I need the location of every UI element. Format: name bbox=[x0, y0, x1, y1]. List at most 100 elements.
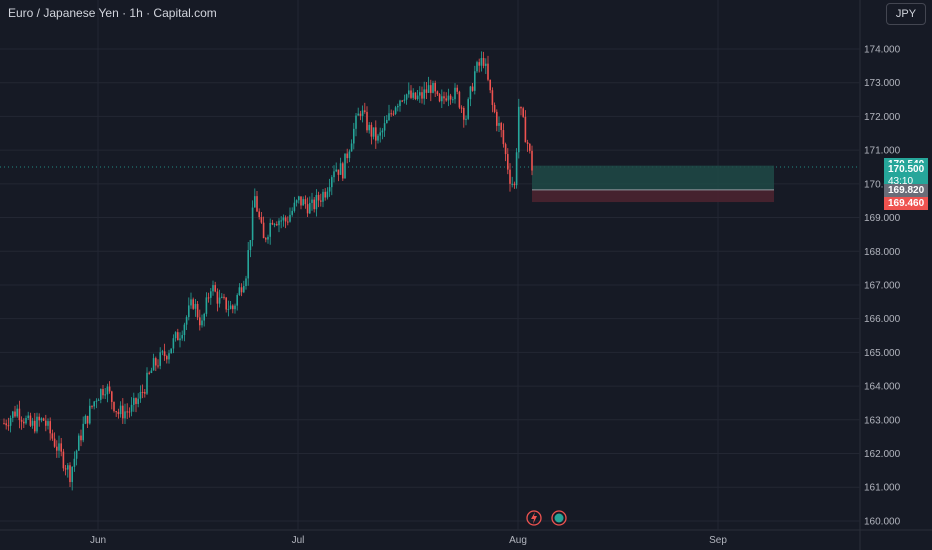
candle-body bbox=[223, 296, 225, 298]
candle-body bbox=[306, 204, 309, 214]
candle-body bbox=[480, 58, 483, 66]
candle-body bbox=[157, 365, 159, 367]
candle-body bbox=[53, 438, 56, 447]
price-tick-label: 167.000 bbox=[864, 280, 901, 291]
candle-body bbox=[267, 236, 269, 240]
candle-body bbox=[135, 398, 137, 404]
candle-body bbox=[463, 108, 465, 120]
candle-body bbox=[289, 214, 291, 222]
candle-body bbox=[60, 443, 62, 452]
candle-body bbox=[282, 217, 285, 221]
candle-body bbox=[111, 391, 113, 402]
position-zones[interactable] bbox=[532, 165, 774, 203]
candle-body bbox=[133, 398, 135, 405]
candle-body bbox=[302, 199, 304, 206]
candle-body bbox=[124, 411, 126, 419]
candle-body bbox=[476, 62, 478, 72]
candle-body bbox=[509, 169, 511, 184]
time-tick-label: Aug bbox=[509, 535, 527, 546]
time-axis[interactable]: Jun Jul Aug Sep bbox=[90, 535, 727, 546]
stop-price-tag: 169.460 bbox=[884, 196, 928, 210]
candle-body bbox=[366, 111, 368, 131]
candle-body bbox=[113, 401, 115, 412]
candle-body bbox=[300, 196, 302, 206]
candle-body bbox=[467, 99, 469, 119]
stop-zone[interactable] bbox=[532, 189, 774, 203]
price-tick-label: 173.000 bbox=[864, 78, 901, 89]
candle-body bbox=[392, 113, 395, 115]
candle-body bbox=[386, 120, 388, 124]
candle-body bbox=[311, 199, 313, 203]
price-tick-label: 163.000 bbox=[864, 415, 901, 426]
candle-body bbox=[27, 415, 29, 419]
candle-body bbox=[368, 124, 370, 131]
candle-body bbox=[342, 163, 344, 179]
candle-body bbox=[236, 295, 238, 306]
candle-body bbox=[485, 63, 487, 66]
candle-body bbox=[29, 415, 32, 426]
candle-body bbox=[256, 196, 258, 212]
candle-body bbox=[370, 124, 373, 137]
candle-body bbox=[258, 211, 260, 218]
candle-body bbox=[445, 98, 447, 101]
candle-body bbox=[504, 144, 507, 155]
candle-body bbox=[205, 297, 208, 314]
candle-body bbox=[317, 194, 320, 201]
candle-body bbox=[3, 423, 5, 425]
candle-body bbox=[425, 89, 428, 93]
time-tick-label: Sep bbox=[709, 535, 727, 546]
globe-icon[interactable] bbox=[551, 510, 567, 526]
candle-body bbox=[214, 285, 216, 292]
candle-body bbox=[181, 335, 183, 339]
candle-body bbox=[82, 423, 84, 441]
candle-body bbox=[511, 183, 513, 185]
candle-body bbox=[192, 299, 194, 309]
candle-body bbox=[507, 154, 509, 170]
candle-body bbox=[84, 415, 87, 424]
candle-body bbox=[493, 104, 496, 112]
price-axis[interactable]: 160.000 161.000 162.000 163.000 164.000 165.0… bbox=[864, 45, 901, 528]
currency-button[interactable]: JPY bbox=[886, 3, 926, 25]
candle-body bbox=[522, 108, 524, 117]
candle-body bbox=[161, 351, 164, 353]
candle-body bbox=[126, 411, 128, 413]
candle-body bbox=[45, 420, 47, 426]
candle-body bbox=[9, 417, 12, 426]
candle-body bbox=[313, 199, 315, 210]
candle-body bbox=[388, 113, 390, 121]
price-tick-label: 169.000 bbox=[864, 213, 901, 224]
candle-body bbox=[150, 370, 153, 374]
price-tick-label: 174.000 bbox=[864, 45, 901, 56]
candle-body bbox=[502, 130, 505, 145]
candle-body bbox=[207, 297, 210, 299]
candle-body bbox=[295, 200, 298, 203]
candle-body bbox=[397, 106, 399, 108]
candle-body bbox=[487, 63, 489, 80]
candle-body bbox=[174, 332, 177, 339]
candle-body bbox=[465, 118, 467, 120]
candle-body bbox=[394, 107, 397, 114]
candle-body bbox=[25, 418, 27, 424]
candle-body bbox=[89, 405, 91, 424]
candle-body bbox=[471, 86, 474, 91]
target-zone[interactable] bbox=[532, 165, 774, 190]
candle-body bbox=[245, 278, 247, 287]
candle-body bbox=[40, 418, 43, 421]
candle-body bbox=[238, 287, 241, 296]
candle-body bbox=[498, 123, 500, 126]
candle-body bbox=[137, 398, 139, 404]
candle-body bbox=[377, 135, 379, 141]
candle-body bbox=[225, 297, 227, 310]
candle-body bbox=[185, 317, 188, 325]
candle-body bbox=[80, 435, 82, 441]
candle-body bbox=[419, 92, 421, 96]
price-tick-label: 166.000 bbox=[864, 314, 901, 325]
candle-body bbox=[328, 187, 331, 192]
candle-body bbox=[163, 351, 166, 357]
candle-body bbox=[449, 95, 452, 100]
flash-icon[interactable] bbox=[526, 510, 542, 526]
candle-body bbox=[93, 401, 95, 407]
candle-body bbox=[86, 415, 89, 424]
candle-body bbox=[518, 106, 520, 153]
